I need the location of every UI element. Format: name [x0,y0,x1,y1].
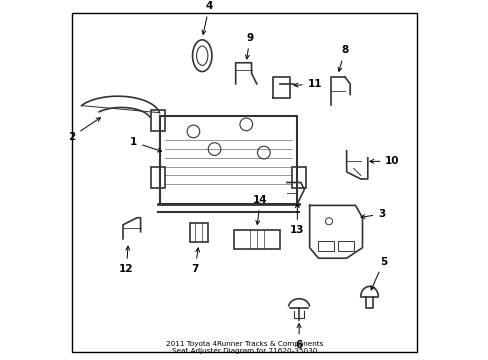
Text: 5: 5 [370,257,386,290]
Text: 6: 6 [295,324,302,350]
Bar [337,240,353,251]
Text: 12: 12 [119,246,134,274]
Text: 1: 1 [130,137,161,152]
Text: 3: 3 [360,209,385,219]
Text: 8: 8 [337,45,348,71]
Text: 4: 4 [202,1,213,34]
Text: 2: 2 [68,118,100,142]
Bar [318,240,334,251]
Bar [151,110,165,131]
Bar [233,230,279,249]
Bar [189,223,207,242]
Text: 11: 11 [294,79,322,89]
Text: 14: 14 [252,195,267,224]
Bar [160,116,297,204]
Text: 9: 9 [245,33,253,59]
Text: 13: 13 [289,204,304,235]
Bar [151,167,165,188]
Bar [291,167,305,188]
Text: 2011 Toyota 4Runner Tracks & Components
Seat Adjuster Diagram for 71620-35030: 2011 Toyota 4Runner Tracks & Components … [165,341,323,354]
Text: 7: 7 [191,248,199,274]
Text: 10: 10 [369,156,399,166]
